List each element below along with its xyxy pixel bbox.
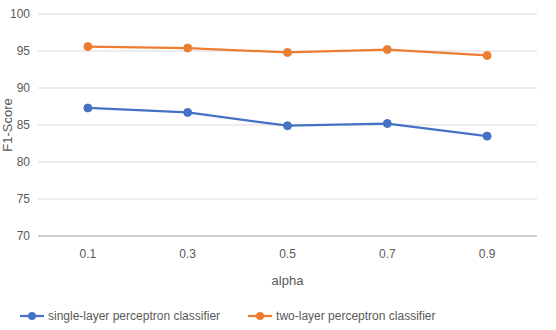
grid-line [38,88,537,89]
series-marker [84,43,92,51]
plot-area [84,43,491,141]
series-marker [84,104,92,112]
grid-line [38,162,537,163]
legend: single-layer perceptron classifier two-la… [20,309,435,323]
y-tick-label: 100 [10,7,30,21]
x-axis-line [38,236,537,237]
x-tick-label: 0.7 [379,247,396,261]
series-marker [383,120,391,128]
x-tick-label: 0.3 [179,247,196,261]
x-tick-label: 0.1 [80,247,97,261]
x-tick-label: 0.9 [479,247,496,261]
x-tick-label: 0.5 [279,247,296,261]
y-tick-label: 80 [17,155,31,169]
legend-label: single-layer perceptron classifier [48,309,220,323]
series-marker [483,51,491,59]
y-tick-label: 90 [17,81,31,95]
series-marker [284,48,292,56]
series-line [88,108,487,136]
legend-label: two-layer perceptron classifier [276,309,435,323]
series-marker [184,108,192,116]
grid-line [38,199,537,200]
chart-container: 70 75 80 85 90 95 100 0.1 0.3 0.5 0.7 0.9 alpha F1-Sc… [0,0,556,330]
legend-marker [28,312,36,320]
chart: 70 75 80 85 90 95 100 0.1 0.3 0.5 0.7 0.9 alpha F1-Sc… [0,0,556,330]
y-tick-label: 70 [17,229,31,243]
series-marker [483,132,491,140]
x-axis-title: alpha [272,273,305,288]
series-marker [184,44,192,52]
y-axis-title: F1-Score [0,98,15,151]
y-tick-label: 85 [17,118,31,132]
grid-line [38,236,537,237]
series-marker [284,122,292,130]
y-tick-label: 75 [17,192,31,206]
grid-line [38,14,537,15]
y-tick-label: 95 [17,44,31,58]
series-marker [383,46,391,54]
legend-marker [256,312,264,320]
